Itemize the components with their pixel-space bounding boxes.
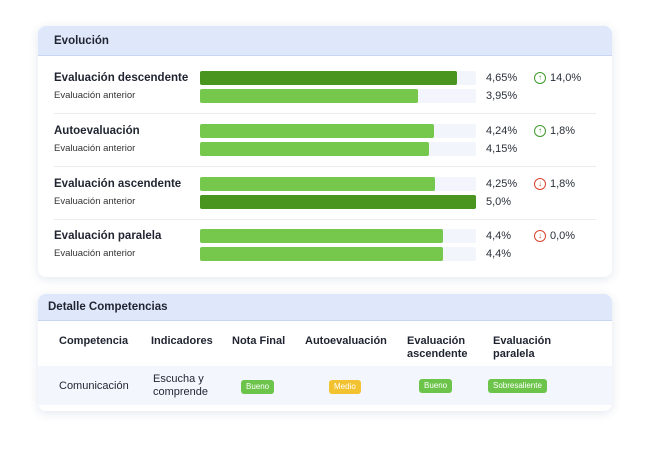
current-bar-track	[200, 71, 476, 85]
arrow-up-circle-icon: ↑	[534, 72, 546, 84]
eval-ascendente-badge: Bueno	[419, 379, 453, 393]
arrow-down-circle-icon: ↓	[534, 178, 546, 190]
evolution-row: Evaluación descendente Evaluación anteri…	[38, 66, 612, 118]
competencies-card: Detalle Competencias Competencia Indicad…	[38, 294, 612, 411]
delta: ↑ 1,8%	[534, 125, 575, 137]
current-bar	[200, 124, 435, 138]
current-value: 4,65%	[486, 72, 518, 84]
column-header-eval-paralela: Evaluación paralela	[493, 335, 551, 361]
previous-bar	[200, 247, 443, 261]
previous-value: 3,95%	[486, 90, 518, 102]
cell-competencia: Comunicación	[59, 380, 129, 392]
row-sublabel: Evaluación anterior	[54, 248, 136, 259]
column-header-autoevaluacion: Autoevaluación	[305, 335, 387, 347]
column-header-indicadores: Indicadores	[151, 335, 213, 347]
evolution-card: Evolución Evaluación descendente Evaluac…	[38, 26, 612, 277]
header-line: Evaluación	[493, 335, 552, 347]
cell-indicadores: Escucha y comprende	[153, 373, 208, 399]
previous-value: 4,4%	[486, 248, 512, 260]
header-line: ascendente	[407, 348, 468, 360]
delta: ↑ 14,0%	[534, 72, 581, 84]
autoevaluacion-badge: Medio	[329, 380, 361, 394]
previous-bar-track	[200, 89, 476, 103]
delta-value: 14,0%	[550, 72, 582, 84]
evolution-row: Autoevaluación Evaluación anterior 4,24%…	[38, 119, 612, 171]
table-row[interactable]: Comunicación Escucha y comprende Bueno M…	[38, 366, 612, 405]
current-bar-track	[200, 177, 476, 191]
current-bar-track	[200, 124, 476, 138]
divider	[54, 166, 596, 167]
current-value: 4,25%	[486, 178, 518, 190]
header-line: Evaluación	[407, 335, 466, 347]
column-header-nota-final: Nota Final	[232, 335, 286, 347]
row-label: Evaluación ascendente	[54, 178, 182, 190]
delta-value: 0,0%	[550, 230, 576, 242]
divider	[54, 219, 596, 220]
previous-value: 5,0%	[486, 196, 512, 208]
delta-value: 1,8%	[550, 125, 576, 137]
row-label: Evaluación paralela	[54, 230, 162, 242]
previous-bar-track	[200, 247, 476, 261]
current-bar	[200, 71, 457, 85]
competencies-title: Detalle Competencias	[38, 294, 612, 321]
current-bar-track	[200, 229, 476, 243]
previous-bar-track	[200, 142, 476, 156]
eval-paralela-badge: Sobresaliente	[488, 379, 547, 393]
divider	[54, 113, 596, 114]
nota-final-badge: Bueno	[241, 380, 275, 394]
evolution-row: Evaluación ascendente Evaluación anterio…	[38, 172, 612, 224]
column-header-competencia: Competencia	[59, 335, 129, 347]
cell-line: Escucha y	[153, 373, 204, 385]
current-bar	[200, 177, 435, 191]
row-sublabel: Evaluación anterior	[54, 90, 136, 101]
current-bar	[200, 229, 443, 243]
previous-bar-track	[200, 195, 476, 209]
evolution-row: Evaluación paralela Evaluación anterior …	[38, 224, 612, 276]
delta-value: 1,8%	[550, 178, 576, 190]
row-label: Evaluación descendente	[54, 72, 189, 84]
delta: ↓ 1,8%	[534, 178, 575, 190]
column-header-eval-ascendente: Evaluación ascendente	[407, 335, 468, 361]
row-sublabel: Evaluación anterior	[54, 196, 136, 207]
previous-value: 4,15%	[486, 143, 518, 155]
row-label: Autoevaluación	[54, 125, 140, 137]
delta: ↓ 0,0%	[534, 230, 575, 242]
previous-bar	[200, 89, 419, 103]
current-value: 4,24%	[486, 125, 518, 137]
previous-bar	[200, 142, 430, 156]
cell-line: comprende	[153, 386, 209, 398]
evolution-title: Evolución	[38, 26, 612, 56]
previous-bar	[200, 195, 476, 209]
current-value: 4,4%	[486, 230, 512, 242]
arrow-up-circle-icon: ↑	[534, 125, 546, 137]
arrow-down-circle-icon: ↓	[534, 230, 546, 242]
row-sublabel: Evaluación anterior	[54, 143, 136, 154]
header-line: paralela	[493, 348, 535, 360]
